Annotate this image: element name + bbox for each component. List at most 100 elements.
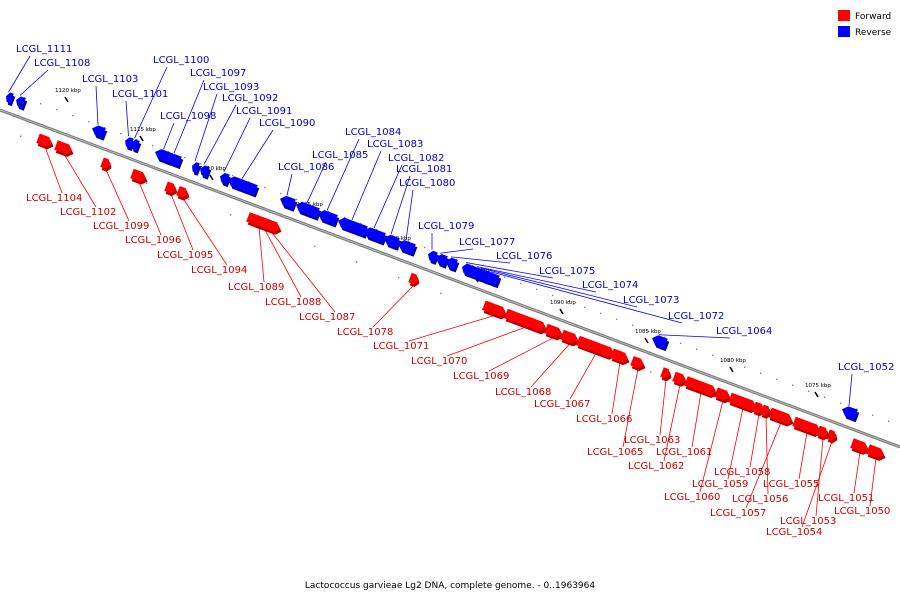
scale-dot [356, 261, 358, 263]
leader-line [749, 414, 760, 468]
leader-line [223, 117, 251, 173]
gene-lcgl-1111-reverse[interactable] [6, 92, 14, 104]
gene-lcgl-1081-reverse[interactable] [384, 234, 400, 248]
scale-dot [424, 246, 426, 249]
gene-lcgl-1094-forward[interactable] [176, 186, 188, 198]
gene-lcgl-1053-forward[interactable] [816, 425, 828, 438]
gene-lcgl-1057-forward[interactable] [768, 407, 792, 424]
gene-label-reverse: LCGL_1103 [82, 74, 138, 85]
gene-lcgl-1084-reverse[interactable] [318, 210, 338, 225]
gene-lcgl-1067-forward[interactable] [576, 335, 614, 357]
gene-lcgl-1098-reverse[interactable] [155, 149, 174, 164]
gene-label-reverse: LCGL_1082 [388, 153, 444, 164]
gene-lcgl-1069-forward[interactable] [544, 323, 562, 338]
gene-lcgl-1066-forward[interactable] [610, 348, 628, 363]
gene-lcgl-1077-reverse[interactable] [436, 254, 448, 266]
gene-lcgl-1091-reverse[interactable] [220, 172, 230, 185]
gene-lcgl-1086-reverse[interactable] [280, 195, 296, 209]
gene-label-reverse: LCGL_1098 [160, 111, 216, 122]
gene-label-reverse: LCGL_1064 [716, 326, 772, 337]
gene-lcgl-1072-reverse[interactable] [484, 272, 500, 286]
gene-lcgl-1097-reverse[interactable] [168, 154, 182, 167]
gene-lcgl-1087-forward[interactable] [260, 217, 280, 232]
scale-dot [728, 360, 730, 362]
gene-lcgl-1083-reverse[interactable] [338, 217, 368, 236]
gene-lcgl-1056-forward[interactable] [760, 404, 770, 416]
leader-line [663, 384, 681, 462]
gene-label-reverse: LCGL_1052 [838, 362, 894, 373]
scale-dot [440, 292, 442, 295]
gene-lcgl-1092-reverse[interactable] [200, 165, 210, 177]
gene-label-reverse: LCGL_1093 [203, 82, 259, 93]
gene-label-forward: LCGL_1067 [534, 399, 590, 410]
gene-label-forward: LCGL_1094 [191, 265, 247, 276]
gene-label-reverse: LCGL_1091 [236, 106, 292, 117]
scale-dot [696, 348, 698, 351]
gene-lcgl-1068-forward[interactable] [560, 329, 578, 344]
gene-lcgl-1103-reverse[interactable] [92, 125, 106, 138]
gene-lcgl-1062-forward[interactable] [672, 371, 686, 384]
scale-dot [328, 210, 330, 213]
gene-lcgl-1054-forward[interactable] [826, 429, 836, 441]
leader-line [446, 326, 527, 357]
scale-dot [216, 168, 218, 171]
scale-dot [188, 198, 190, 200]
leader-line [63, 153, 97, 208]
gene-lcgl-1051-forward[interactable] [850, 438, 868, 452]
gene-label-forward: LCGL_1055 [763, 479, 819, 490]
gene-lcgl-1063-forward[interactable] [660, 367, 670, 379]
gene-label-reverse: LCGL_1075 [539, 266, 595, 277]
gene-lcgl-1104-forward[interactable] [36, 133, 52, 147]
gene-lcgl-1065-forward[interactable] [630, 356, 644, 369]
gene-lcgl-1100-reverse[interactable] [131, 139, 140, 151]
gene-label-forward: LCGL_1060 [664, 492, 720, 503]
gene-lcgl-1059-forward[interactable] [728, 392, 756, 410]
leader-line [286, 173, 293, 196]
gene-lcgl-1055-forward[interactable] [792, 416, 820, 434]
gene-lcgl-1078-forward[interactable] [408, 272, 418, 284]
gene-lcgl-1050-forward[interactable] [866, 444, 884, 458]
gene-lcgl-1108-reverse[interactable] [16, 96, 26, 108]
gene-lcgl-1058-forward[interactable] [752, 401, 764, 414]
ruler-tick-label: 1090 kbp [550, 300, 576, 306]
gene-label-forward: LCGL_1088 [265, 297, 321, 308]
gene-lcgl-1082-reverse[interactable] [364, 227, 386, 243]
leader-line [699, 400, 724, 493]
leader-line [125, 100, 129, 137]
leader-line [659, 379, 667, 436]
leader-line [691, 392, 702, 448]
gene-lcgl-1052-reverse[interactable] [842, 406, 858, 420]
scale-dot [744, 366, 746, 368]
scale-dot [248, 180, 250, 183]
leader-line [798, 432, 808, 480]
gene-lcgl-1060-forward[interactable] [714, 387, 730, 401]
scale-dot [616, 318, 618, 321]
gene-lcgl-1070-forward[interactable] [504, 308, 546, 332]
scale-dot [24, 96, 26, 99]
gene-lcgl-1102-forward[interactable] [54, 140, 72, 154]
gene-lcgl-1061-forward[interactable] [684, 376, 716, 395]
gene-lcgl-1095-forward[interactable] [164, 181, 176, 194]
ruler-tick-mark [644, 337, 649, 344]
gene-label-reverse: LCGL_1073 [623, 295, 679, 306]
leader-line [44, 146, 63, 194]
gene-lcgl-1076-reverse[interactable] [446, 257, 458, 270]
gene-lcgl-1085-reverse[interactable] [296, 201, 320, 218]
gene-lcgl-1101-reverse[interactable] [125, 137, 134, 149]
scale-dot [20, 135, 22, 137]
scale-dot [650, 371, 652, 373]
gene-lcgl-1090-reverse[interactable] [228, 176, 258, 195]
gene-lcgl-1099-forward[interactable] [100, 157, 110, 169]
gene-lcgl-1071-forward[interactable] [482, 300, 506, 317]
gene-lcgl-1093-reverse[interactable] [192, 162, 200, 173]
gene-lcgl-1080-reverse[interactable] [398, 240, 416, 254]
gene-lcgl-1079-reverse[interactable] [428, 250, 438, 262]
gene-lcgl-1096-forward[interactable] [130, 168, 146, 182]
gene-label-forward: LCGL_1051 [818, 493, 874, 504]
gene-label-reverse: LCGL_1079 [418, 221, 474, 232]
scale-dot [88, 120, 90, 123]
gene-lcgl-1064-reverse[interactable] [652, 335, 668, 349]
leader-line [480, 267, 638, 308]
map-caption: Lactococcus garvieae Lg2 DNA, complete g… [305, 581, 595, 591]
